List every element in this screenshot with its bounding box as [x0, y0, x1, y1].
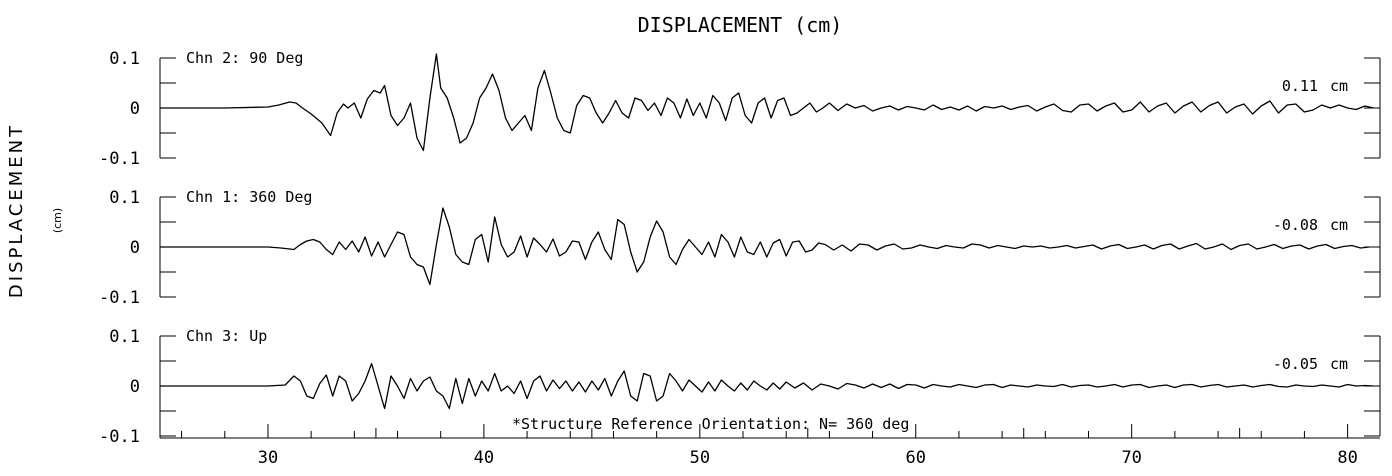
chart-title: DISPLACEMENT (cm)	[638, 13, 843, 37]
peak-value-label: 0.11	[1282, 77, 1318, 95]
series-line	[160, 53, 1374, 152]
x-tick-label: 30	[258, 448, 278, 468]
series-line	[160, 362, 1374, 410]
y-tick-label: -0.1	[99, 427, 140, 447]
y-tick-label: 0	[130, 377, 140, 397]
x-tick-label: 60	[906, 448, 926, 468]
panel-1: 0.1 0 -0.1 Chn 2: 90 Deg 0.11 cm	[99, 49, 1381, 169]
series-line	[160, 207, 1370, 286]
panels-group: 0.1 0 -0.1 Chn 2: 90 Deg 0.11 cm 0.1 0 -0.1 Chn 1…	[99, 49, 1381, 447]
peak-unit-label: cm	[1330, 355, 1348, 373]
y-tick-label: 0.1	[109, 49, 140, 69]
x-tick-label: 40	[474, 448, 494, 468]
panel-3: 0.1 0 -0.1 Chn 3: Up -0.05 cm	[99, 327, 1381, 447]
channel-label: Chn 2: 90 Deg	[186, 49, 303, 67]
y-tick-label: 0.1	[109, 327, 140, 347]
channel-label: Chn 1: 360 Deg	[186, 188, 312, 206]
orientation-note: *Structure Reference Orientation: N= 360…	[512, 415, 909, 433]
y-tick-label: -0.1	[99, 288, 140, 308]
peak-value-label: -0.05	[1273, 355, 1318, 373]
x-axis: 30 40 50 60 70 80	[159, 424, 1380, 468]
y-tick-label: -0.1	[99, 149, 140, 169]
x-tick-label: 70	[1121, 448, 1141, 468]
peak-value-label: -0.08	[1273, 216, 1318, 234]
panel-2: 0.1 0 -0.1 Chn 1: 360 Deg -0.08 cm	[99, 188, 1381, 308]
peak-unit-label: cm	[1330, 77, 1348, 95]
y-tick-label: 0.1	[109, 188, 140, 208]
y-tick-label: 0	[130, 238, 140, 258]
x-tick-label: 50	[690, 448, 710, 468]
y-tick-label: 0	[130, 99, 140, 119]
peak-unit-label: cm	[1330, 216, 1348, 234]
x-tick-label: 80	[1337, 448, 1357, 468]
channel-label: Chn 3: Up	[186, 327, 267, 345]
